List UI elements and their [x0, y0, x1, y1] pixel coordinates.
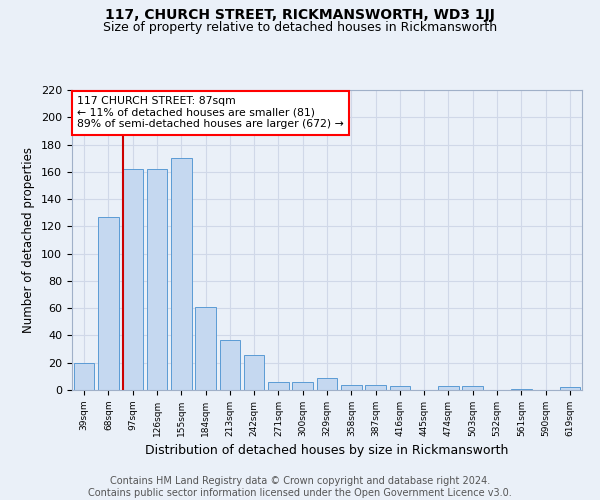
- Y-axis label: Number of detached properties: Number of detached properties: [22, 147, 35, 333]
- Text: Contains HM Land Registry data © Crown copyright and database right 2024.
Contai: Contains HM Land Registry data © Crown c…: [88, 476, 512, 498]
- Bar: [122, 169, 143, 390]
- Bar: [98, 217, 119, 390]
- Bar: [292, 382, 313, 390]
- X-axis label: Distribution of detached houses by size in Rickmansworth: Distribution of detached houses by size …: [145, 444, 509, 458]
- Text: 117, CHURCH STREET, RICKMANSWORTH, WD3 1JJ: 117, CHURCH STREET, RICKMANSWORTH, WD3 1…: [105, 8, 495, 22]
- Bar: [341, 384, 362, 390]
- Bar: [171, 158, 191, 390]
- Bar: [220, 340, 240, 390]
- Bar: [268, 382, 289, 390]
- Text: Size of property relative to detached houses in Rickmansworth: Size of property relative to detached ho…: [103, 21, 497, 34]
- Bar: [511, 388, 532, 390]
- Bar: [146, 169, 167, 390]
- Bar: [195, 307, 216, 390]
- Bar: [317, 378, 337, 390]
- Text: 117 CHURCH STREET: 87sqm
← 11% of detached houses are smaller (81)
89% of semi-d: 117 CHURCH STREET: 87sqm ← 11% of detach…: [77, 96, 344, 129]
- Bar: [365, 384, 386, 390]
- Bar: [389, 386, 410, 390]
- Bar: [463, 386, 483, 390]
- Bar: [438, 386, 459, 390]
- Bar: [244, 354, 265, 390]
- Bar: [74, 362, 94, 390]
- Bar: [560, 388, 580, 390]
